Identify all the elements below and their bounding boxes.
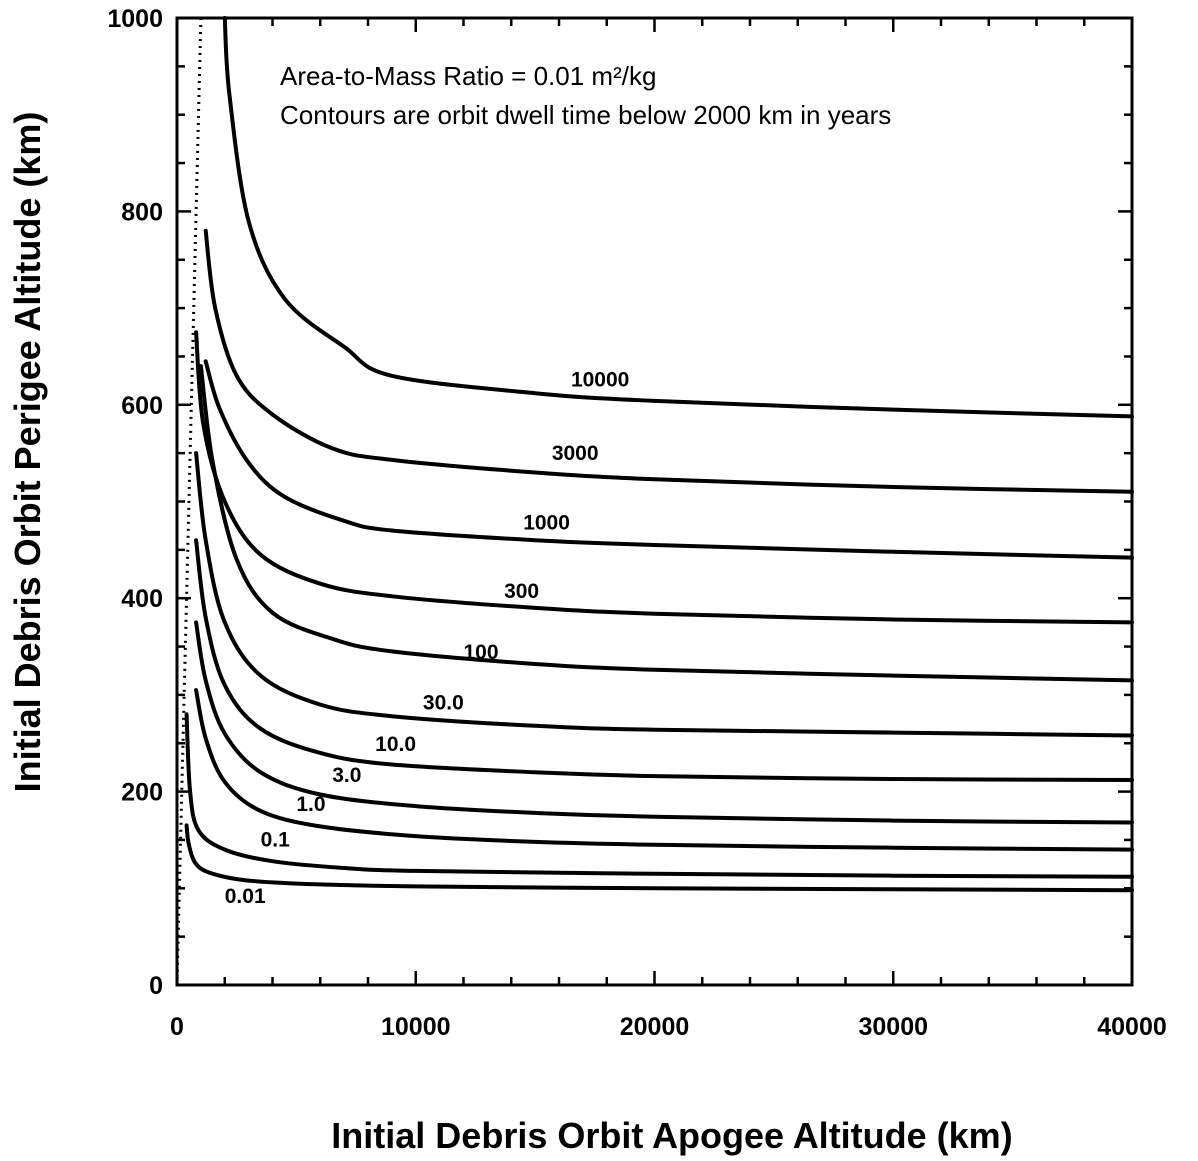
annotation-line-1: Area-to-Mass Ratio = 0.01 m²/kg [280, 61, 656, 91]
contour-lines [184, 16, 1134, 893]
contour-label: 0.01 [225, 885, 266, 908]
annotation-line-2: Contours are orbit dwell time below 2000… [280, 100, 891, 130]
dotted-boundary-line [175, 17, 203, 986]
x-tick-label: 0 [170, 1013, 184, 1041]
contour-line [203, 359, 1134, 560]
contour-label: 0.1 [261, 829, 291, 852]
y-tick-label: 400 [121, 585, 163, 613]
contour-label: 10.0 [375, 733, 416, 756]
y-tick-label: 1000 [107, 5, 163, 33]
contour-line [184, 823, 1134, 893]
y-tick-label: 200 [121, 779, 163, 807]
contour-line [203, 228, 1134, 494]
axis-tick-labels: 0 10000 20000 30000 40000 0 200 400 600 800 1000 [107, 5, 1166, 1041]
contour-label: 1000 [523, 512, 570, 535]
contour-line [194, 620, 1134, 825]
contour-line [194, 538, 1134, 782]
contour-label: 3000 [552, 442, 599, 465]
contour-line [198, 364, 1134, 683]
plot-frame [175, 16, 1134, 987]
contour-label: 10000 [571, 368, 629, 391]
contour-label: 3.0 [332, 764, 361, 787]
x-tick-label: 40000 [1097, 1013, 1167, 1041]
y-tick-label: 0 [149, 972, 163, 1000]
contour-label: 1.0 [296, 793, 325, 816]
x-tick-label: 20000 [620, 1013, 690, 1041]
contour-labels: 0.01 0.11.0 3.0 10.0 30.0 100 300 1000 3000 10000 [225, 368, 630, 907]
x-tick-label: 30000 [858, 1013, 928, 1041]
x-tick-label: 10000 [381, 1013, 451, 1041]
contour-line [184, 712, 1134, 879]
axis-ticks [175, 16, 1134, 987]
contour-line [222, 16, 1134, 419]
y-tick-label: 800 [121, 198, 163, 226]
contour-line [194, 688, 1134, 852]
x-axis-title: Initial Debris Orbit Apogee Altitude (km… [331, 1115, 1012, 1156]
contour-label: 100 [464, 641, 499, 664]
contour-line [194, 451, 1134, 738]
contour-label: 30.0 [423, 691, 464, 714]
y-axis-title: Initial Debris Orbit Perigee Altitude (k… [7, 112, 48, 793]
contour-label: 300 [504, 580, 539, 603]
contour-line [194, 330, 1134, 625]
y-tick-label: 600 [121, 392, 163, 420]
